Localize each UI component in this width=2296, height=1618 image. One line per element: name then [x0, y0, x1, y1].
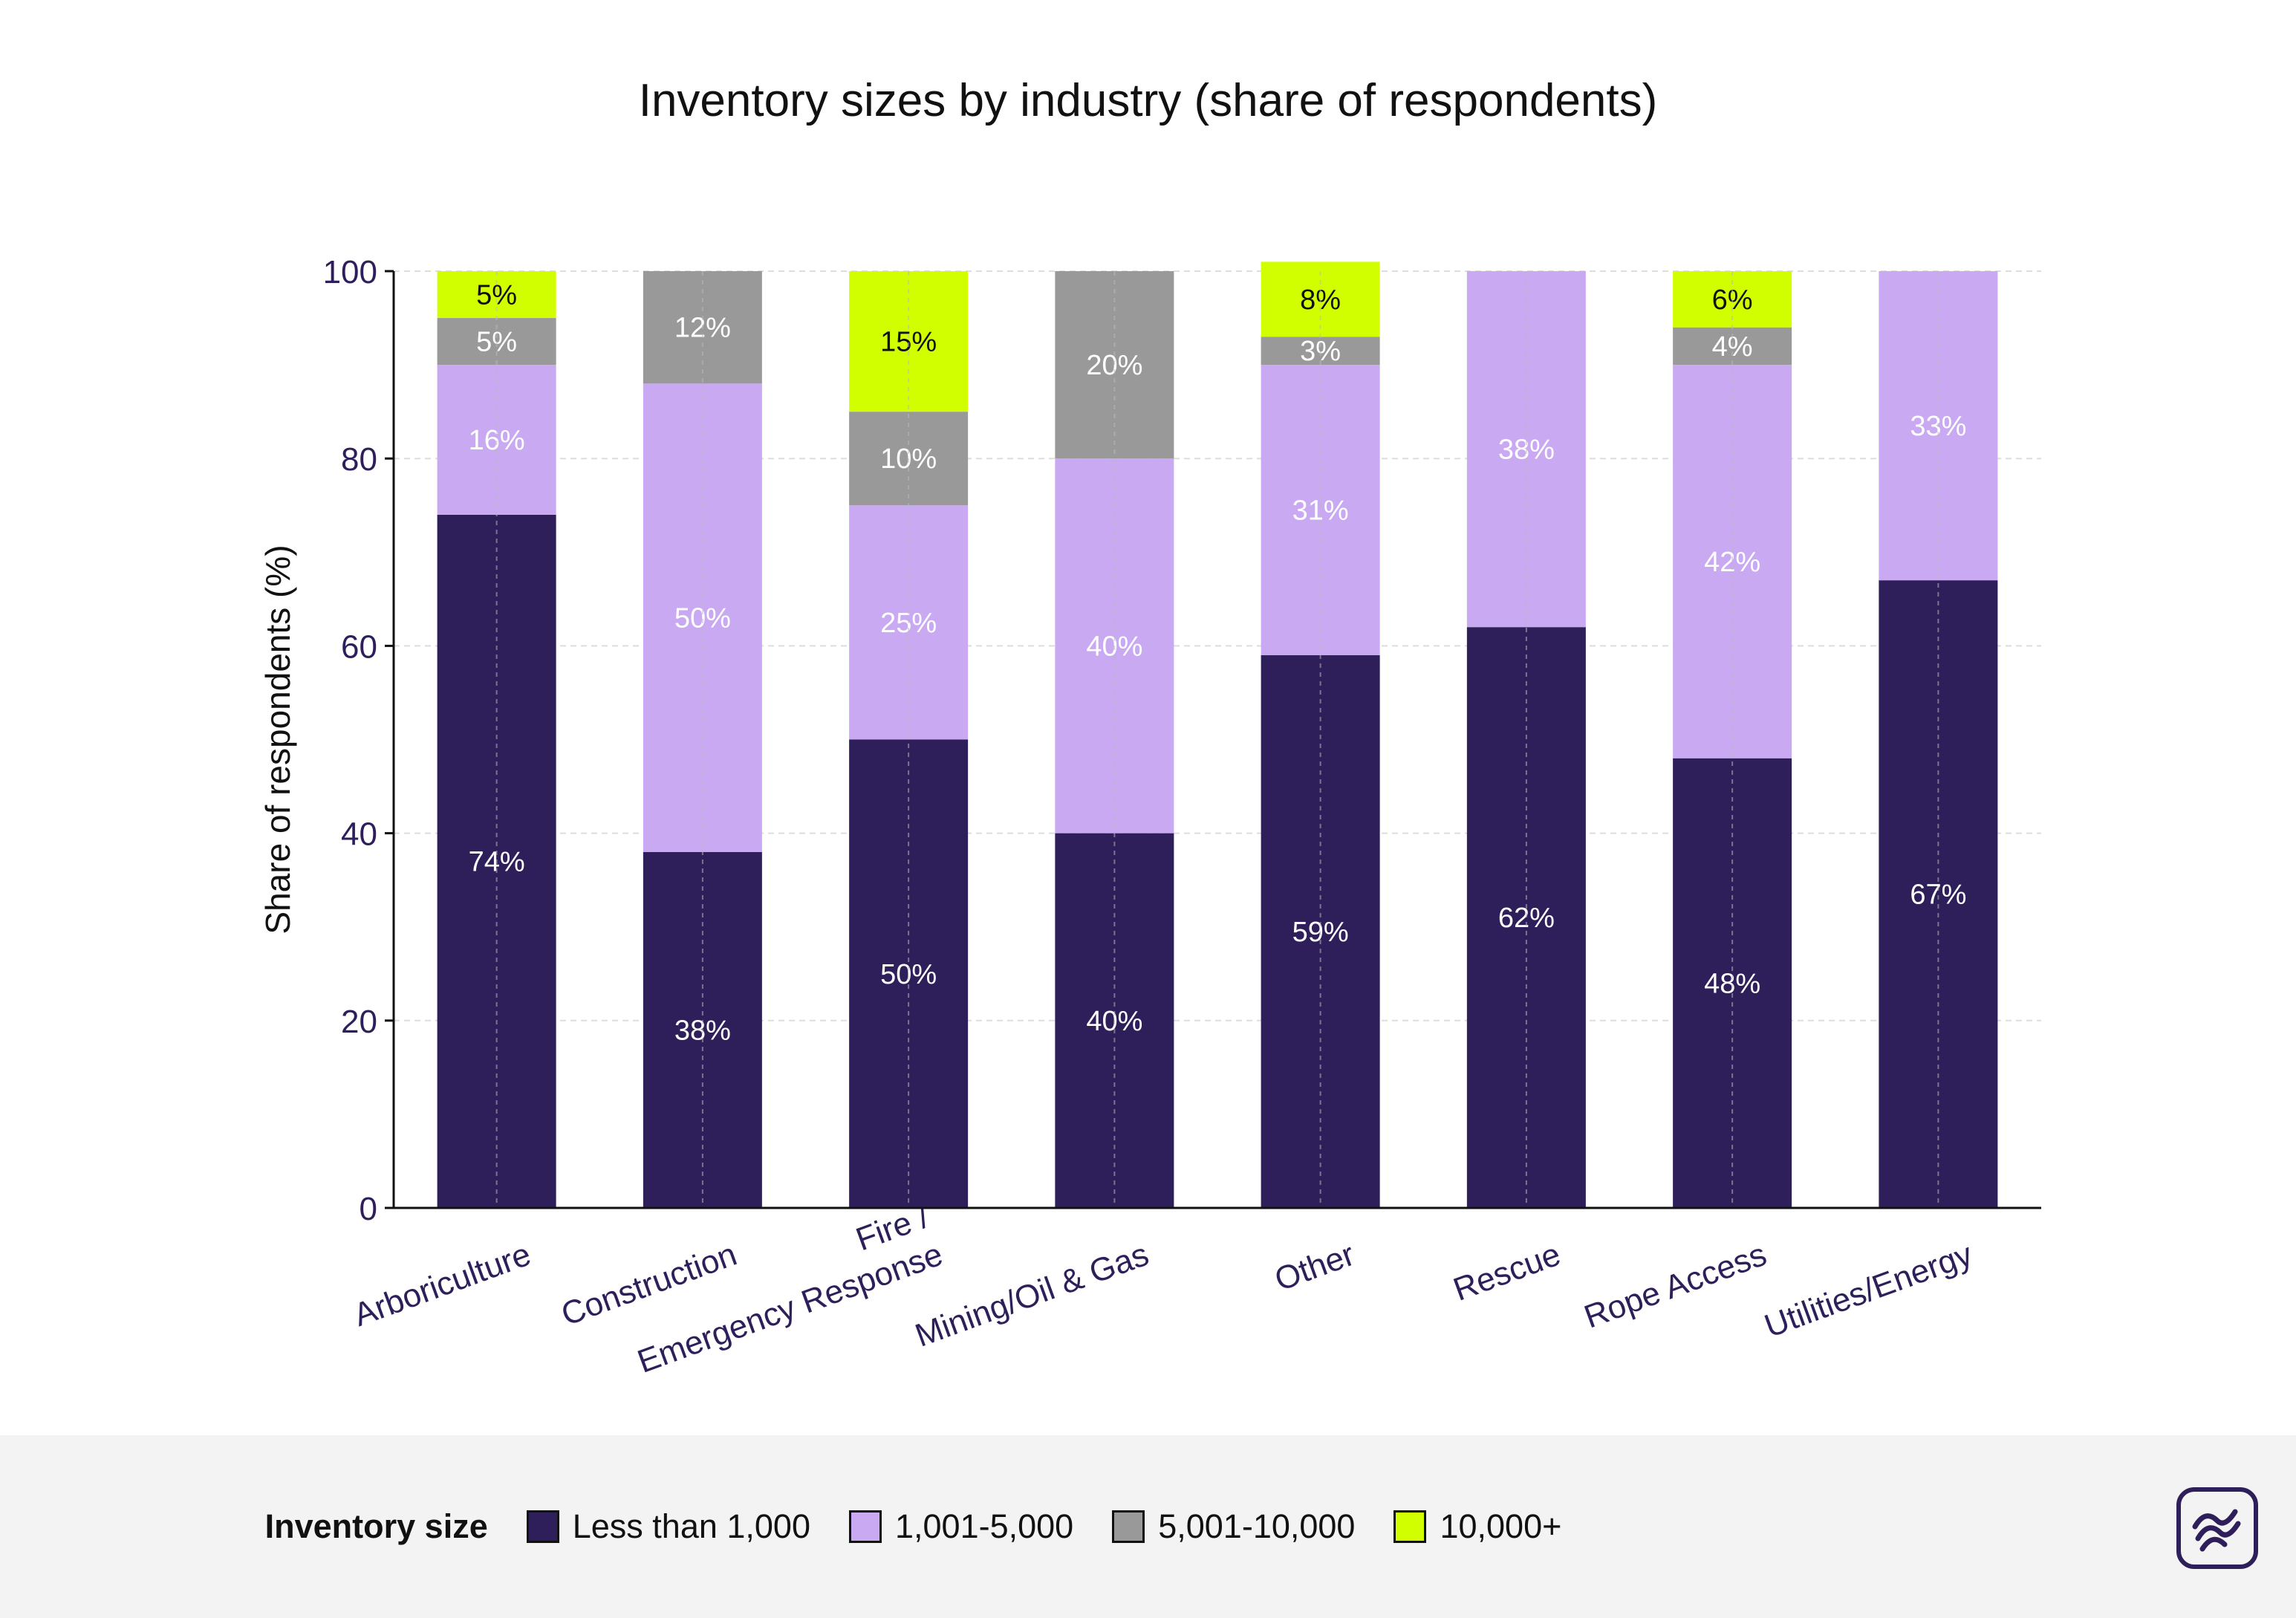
- x-tick-label: Other: [1270, 1236, 1359, 1299]
- x-tick-label: Arboriculture: [349, 1236, 536, 1333]
- x-tick-label-group: Utilities/Energy: [1760, 1236, 1977, 1345]
- x-tick-label: Utilities/Energy: [1760, 1236, 1977, 1345]
- legend-swatch: [849, 1510, 882, 1543]
- bar-segment: [1261, 365, 1380, 656]
- y-tick-label: 20: [341, 1004, 377, 1040]
- bar-segment: [1055, 271, 1174, 459]
- chart-title: Inventory sizes by industry (share of re…: [638, 75, 1658, 126]
- legend-item-1001-5000: 1,001-5,000: [849, 1507, 1073, 1546]
- y-tick-label: 40: [341, 816, 377, 853]
- legend-swatch: [526, 1510, 559, 1543]
- y-tick-label: 80: [341, 441, 377, 478]
- legend-item-5001-10000: 5,001-10,000: [1112, 1507, 1355, 1546]
- y-tick-label: 100: [323, 254, 377, 290]
- legend-swatch: [1393, 1510, 1427, 1543]
- legend: Inventory size Less than 1,000 1,001-5,0…: [0, 1435, 2081, 1618]
- x-tick-label: Rescue: [1448, 1236, 1565, 1308]
- data-label: 5%: [476, 280, 517, 311]
- brand-waves-icon: [2176, 1487, 2258, 1569]
- legend-item-less-than-1000: Less than 1,000: [526, 1507, 810, 1546]
- legend-label: 10,000+: [1440, 1507, 1562, 1545]
- stacked-bar-chart: 74%16%5%5%Arboriculture38%50%12%Construc…: [258, 254, 2041, 1380]
- x-tick-label-group: Other: [1270, 1236, 1359, 1299]
- x-tick-label: Mining/Oil & Gas: [911, 1236, 1154, 1354]
- y-tick-label: 0: [360, 1191, 377, 1227]
- y-axis-title: Share of respondents (%): [258, 545, 297, 934]
- x-tick-label-group: Rope Access: [1579, 1236, 1771, 1336]
- legend-label: 1,001-5,000: [895, 1507, 1074, 1545]
- legend-swatch: [1112, 1510, 1145, 1543]
- legend-label: 5,001-10,000: [1158, 1507, 1356, 1545]
- x-tick-label-group: Rescue: [1448, 1236, 1565, 1308]
- bar-segment: [1261, 337, 1380, 365]
- legend-title: Inventory size: [264, 1507, 488, 1545]
- y-tick-label: 60: [341, 628, 377, 665]
- legend-label: Less than 1,000: [572, 1507, 810, 1545]
- x-tick-label-group: Arboriculture: [349, 1236, 536, 1333]
- x-tick-label: Rope Access: [1579, 1236, 1771, 1336]
- x-tick-label-group: Mining/Oil & Gas: [911, 1236, 1154, 1354]
- legend-footer: Inventory size Less than 1,000 1,001-5,0…: [0, 1435, 2296, 1618]
- legend-item-10000-plus: 10,000+: [1393, 1507, 1561, 1546]
